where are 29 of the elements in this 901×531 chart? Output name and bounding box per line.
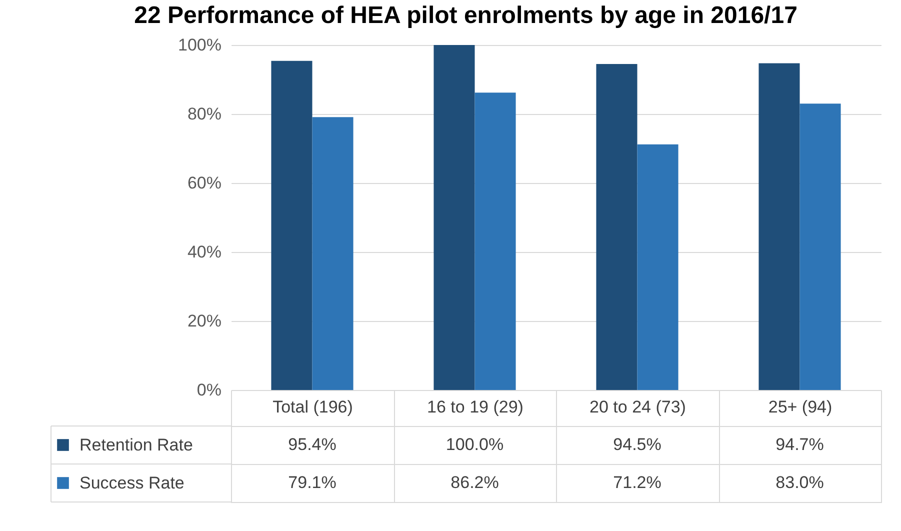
x-tick-label: Total (196) (272, 398, 353, 416)
y-tick-label: 100% (178, 36, 222, 54)
x-tick-label: 20 to 24 (73) (590, 398, 686, 416)
x-tick-label: 16 to 19 (29) (427, 398, 524, 416)
bar (758, 63, 800, 390)
y-tick-label: 20% (187, 312, 222, 330)
data-label: 86.2% (450, 473, 499, 492)
data-label: 100.0% (446, 435, 504, 454)
y-tick-label: 0% (196, 380, 222, 400)
bar (271, 60, 312, 390)
legend-label: Retention Rate (80, 436, 193, 454)
chart-title: 22 Performance of HEA pilot enrolments by age in 2016/17 (134, 2, 798, 29)
bar (596, 64, 638, 390)
x-tick-label: 25+ (94) (768, 398, 832, 416)
bar (637, 144, 678, 390)
data-label: 95.4% (288, 435, 336, 454)
data-label: 94.7% (776, 435, 824, 454)
data-label: 79.1% (288, 473, 336, 492)
legend-label: Success Rate (80, 474, 184, 492)
bar (312, 117, 354, 390)
y-tick-label: 80% (187, 104, 222, 124)
data-label: 94.5% (613, 435, 662, 454)
data-label: 83.0% (776, 473, 824, 492)
bar (474, 92, 516, 390)
bar (434, 45, 475, 390)
data-label: 71.2% (613, 473, 662, 492)
bar (800, 104, 841, 390)
y-tick-label: 60% (187, 174, 222, 192)
y-tick-label: 40% (187, 242, 222, 262)
